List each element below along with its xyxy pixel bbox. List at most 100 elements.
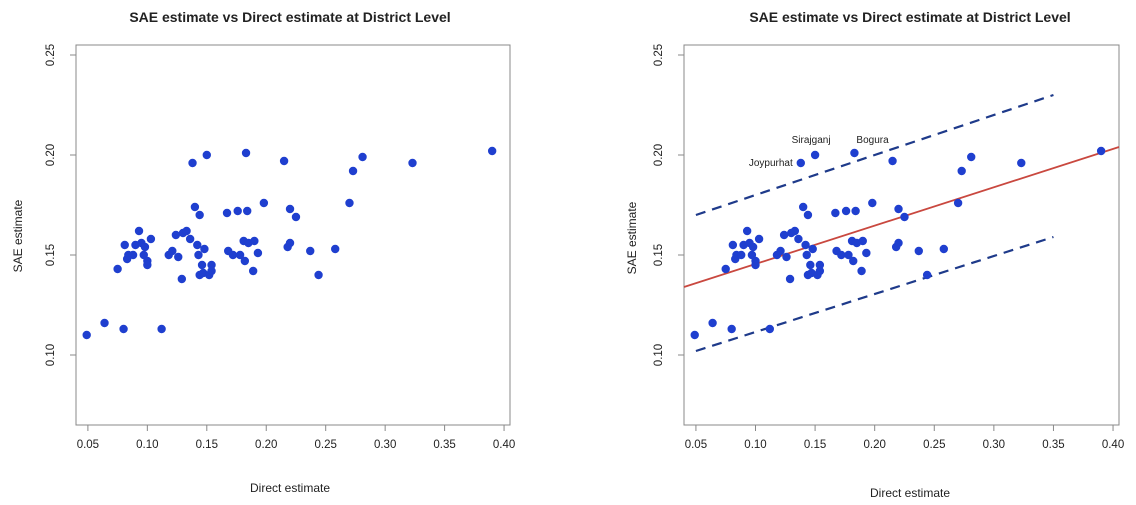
data-point [796, 158, 805, 168]
data-point [801, 240, 810, 250]
data-point [888, 156, 897, 166]
data-point [194, 250, 203, 260]
y-tick-label: 0.15 [653, 244, 665, 266]
data-point [837, 250, 846, 260]
y-tick-label: 0.25 [45, 44, 57, 66]
data-point [953, 198, 963, 208]
data-point [358, 152, 367, 162]
data-point [202, 150, 211, 160]
data-point [348, 166, 358, 176]
data-point [222, 208, 232, 218]
data-point [690, 330, 699, 340]
data-points [82, 146, 497, 340]
data-point [1017, 158, 1026, 168]
data-point [253, 248, 263, 258]
data-point [134, 226, 144, 236]
data-point [174, 252, 183, 262]
y-tick-label: 0.25 [653, 44, 665, 66]
data-point [939, 244, 949, 254]
point-annotations: Joypurhat Sirajganj Bogura [749, 135, 889, 169]
data-point [143, 260, 152, 270]
data-point [182, 226, 191, 236]
x-tick-label: 0.05 [77, 439, 99, 451]
y-tick-label: 0.15 [45, 244, 57, 266]
data-point [171, 230, 181, 240]
data-point [844, 250, 853, 260]
chart-title: SAE estimate vs Direct estimate at Distr… [749, 9, 1070, 25]
data-point [850, 148, 859, 158]
data-point [815, 266, 825, 276]
data-point [754, 234, 764, 244]
data-point [802, 250, 811, 260]
data-point [185, 234, 195, 244]
data-point [708, 318, 717, 328]
data-point [841, 206, 851, 216]
data-point [808, 244, 817, 254]
data-point [331, 244, 340, 254]
data-point [742, 226, 752, 236]
x-tick-label: 0.30 [374, 439, 396, 451]
data-point [748, 242, 758, 252]
data-point [228, 250, 238, 260]
data-point [957, 166, 966, 176]
data-point [120, 240, 129, 250]
data-point [291, 212, 301, 222]
plot-frame [683, 44, 1120, 426]
data-point [803, 210, 813, 220]
point-annotation: Bogura [856, 135, 889, 146]
data-point [751, 260, 760, 270]
y-tick-label: 0.10 [653, 344, 665, 366]
data-point [868, 198, 877, 208]
data-point [806, 260, 815, 270]
data-point [248, 266, 258, 276]
x-tick-label: 0.15 [196, 439, 218, 451]
data-point [900, 212, 909, 222]
data-point [737, 250, 746, 260]
data-point [857, 266, 866, 276]
data-point [235, 250, 245, 260]
data-point [914, 246, 923, 256]
data-point [776, 246, 785, 256]
point-annotation: Sirajganj [792, 135, 831, 146]
data-point [765, 324, 775, 334]
data-point [259, 198, 269, 208]
data-point [314, 270, 323, 280]
data-point [922, 270, 932, 280]
data-point [862, 248, 871, 258]
x-tick-label: 0.35 [433, 439, 455, 451]
data-point [894, 238, 903, 248]
axes: 0.05 0.10 0.15 0.20 0.25 0.30 0.35 0.40 0.10 0.15… [45, 44, 515, 451]
y-tick-label: 0.20 [653, 144, 665, 166]
data-point [785, 274, 795, 284]
data-point [168, 246, 177, 256]
x-tick-label: 0.20 [255, 439, 277, 451]
y-axis-title: SAE estimate [11, 199, 25, 272]
data-point [721, 264, 730, 274]
data-point [233, 206, 242, 216]
x-axis-title: Direct estimate [250, 481, 330, 495]
data-point [190, 202, 200, 212]
data-point [810, 150, 820, 160]
chart-title: SAE estimate vs Direct estimate at Distr… [129, 9, 450, 25]
y-tick-label: 0.10 [45, 344, 57, 366]
data-point [128, 250, 138, 260]
scatter-chart-right: SAE estimate vs Direct estimate at Distr… [625, 9, 1124, 500]
data-point [82, 330, 91, 340]
x-tick-label: 0.15 [804, 439, 826, 451]
data-point [285, 238, 295, 248]
data-point [408, 158, 417, 168]
data-point [345, 198, 354, 208]
x-tick-label: 0.25 [315, 439, 337, 451]
data-point [728, 240, 738, 250]
data-point [157, 324, 166, 334]
chart-panel-left: SAE estimate vs Direct estimate at Distr… [11, 9, 515, 495]
data-point [207, 260, 216, 270]
reference-lines [683, 93, 1120, 353]
data-points [690, 146, 1106, 340]
point-annotation: Joypurhat [749, 158, 793, 169]
axes: 0.05 0.10 0.15 0.20 0.25 0.30 0.35 0.40 0.10 0.15… [653, 44, 1124, 451]
x-tick-label: 0.05 [685, 439, 707, 451]
data-point [250, 236, 259, 246]
data-point [193, 240, 202, 250]
data-point [119, 324, 128, 334]
